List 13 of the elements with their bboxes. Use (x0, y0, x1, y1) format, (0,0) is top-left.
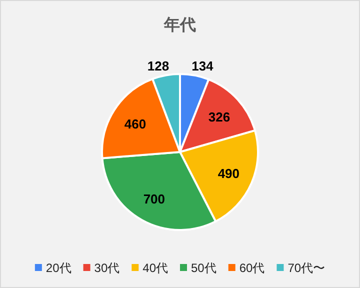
legend-label: 50代 (191, 261, 216, 275)
chart-title: 年代 (163, 16, 196, 34)
data-label: 460 (124, 116, 146, 132)
data-label: 134 (192, 58, 214, 74)
data-label: 326 (208, 109, 230, 124)
data-label: 490 (218, 166, 240, 182)
data-label: 128 (147, 58, 170, 74)
legend-label: 20代 (46, 261, 72, 275)
legend-label: 60代 (239, 261, 265, 275)
legend-label: 40代 (142, 261, 168, 275)
data-label: 700 (143, 191, 166, 206)
legend-label: 30代 (94, 261, 120, 275)
legend-label: 70代〜 (288, 261, 326, 275)
